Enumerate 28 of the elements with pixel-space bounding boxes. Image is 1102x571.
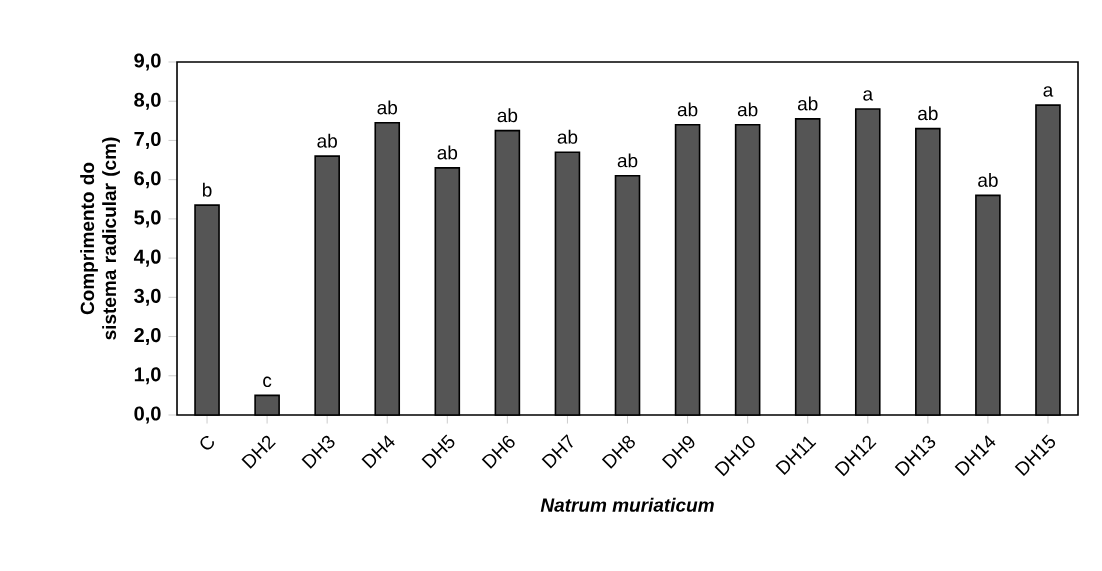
annotation: ab: [797, 96, 818, 111]
annotation: ab: [437, 145, 458, 160]
y-tick-label: 9,0: [134, 53, 161, 71]
y-tick-label: 2,0: [134, 328, 161, 346]
x-tick-label: C: [200, 435, 214, 450]
annotation: ab: [377, 100, 398, 115]
y-tick-label: 3,0: [134, 288, 161, 306]
y-tick-label: 5,0: [134, 210, 161, 228]
annotation: a: [1043, 86, 1054, 97]
annotation: c: [263, 376, 272, 387]
annotation: ab: [617, 153, 638, 168]
x-axis-title: Natrum muriaticum: [540, 497, 714, 512]
y-tick-label: 7,0: [134, 131, 161, 149]
annotation: a: [863, 90, 874, 101]
y-axis-title: Comprimento do sistema radicular (cm): [80, 137, 120, 340]
y-tick-label: 8,0: [134, 92, 161, 110]
annotation: ab: [978, 172, 998, 187]
y-tick-label: 4,0: [133, 249, 161, 267]
annotation: ab: [317, 133, 337, 148]
annotation: ab: [557, 129, 578, 144]
annotation: ab: [677, 102, 698, 117]
annotation: ab: [737, 102, 758, 117]
y-tick-label: 1,0: [134, 367, 161, 385]
annotation: b: [202, 182, 212, 197]
y-tick-label: 6,0: [134, 171, 161, 189]
annotation: ab: [918, 106, 938, 121]
y-tick-label: 0,0: [134, 406, 161, 424]
annotation: ab: [497, 108, 518, 123]
